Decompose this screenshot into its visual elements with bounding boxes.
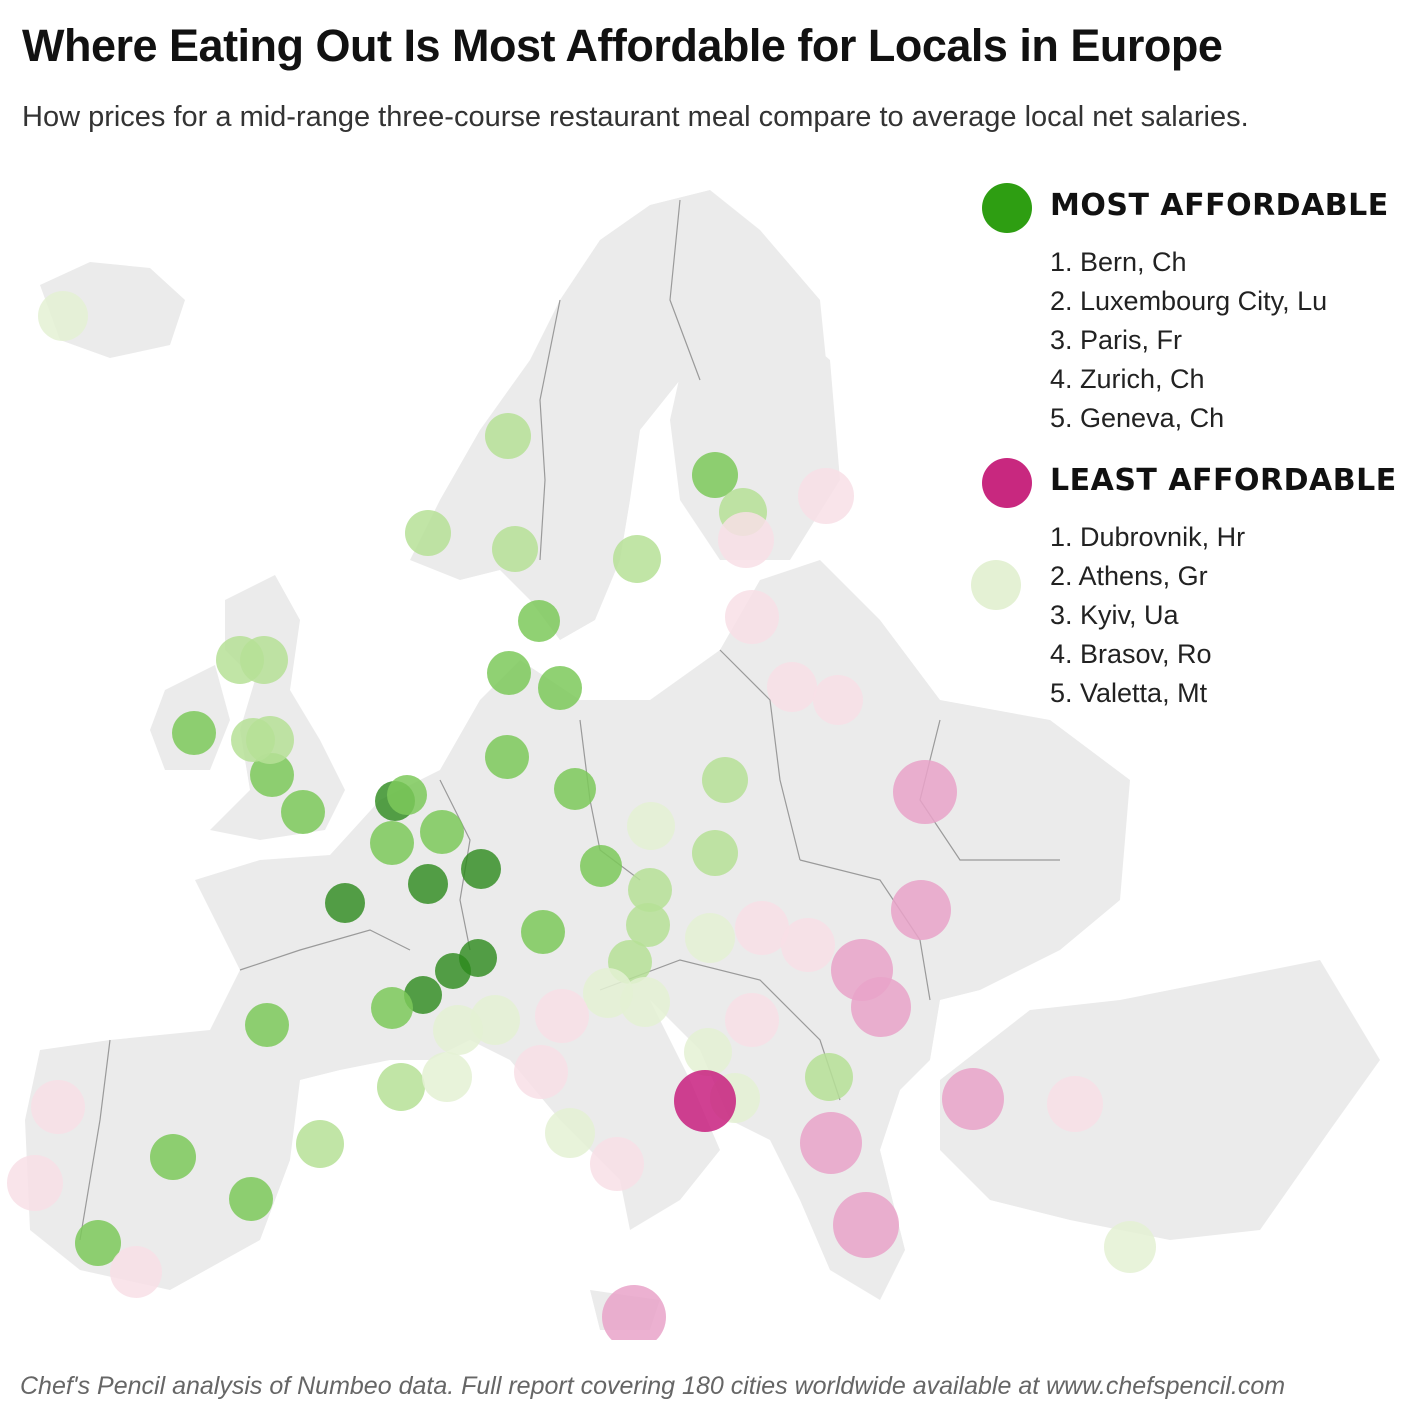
city-bubble [685, 913, 735, 963]
city-bubble [31, 1080, 85, 1134]
city-bubble [628, 868, 672, 912]
city-bubble [767, 662, 817, 712]
city-bubble [521, 910, 565, 954]
chart-title: Where Eating Out Is Most Affordable for … [22, 20, 1223, 71]
europe-map [7, 190, 1380, 1340]
city-bubble [627, 802, 675, 850]
city-bubble [674, 1070, 736, 1132]
most-affordable-list: 1. Bern, Ch 2. Luxembourg City, Lu 3. Pa… [1050, 243, 1327, 438]
list-item: 5. Geneva, Ch [1050, 403, 1225, 433]
city-bubble [150, 1134, 196, 1180]
city-bubble [485, 413, 531, 459]
city-bubble [387, 775, 427, 815]
city-bubble [420, 810, 464, 854]
city-bubble [422, 1052, 472, 1102]
list-item: 1. Bern, Ch [1050, 247, 1187, 277]
city-bubble [7, 1155, 63, 1211]
city-bubble [718, 512, 774, 568]
city-bubble [813, 675, 863, 725]
city-bubble [216, 636, 264, 684]
city-bubble [110, 1246, 162, 1298]
city-bubble [1047, 1076, 1103, 1132]
city-bubble [433, 1005, 483, 1055]
city-bubble [583, 968, 633, 1018]
city-bubble [514, 1045, 568, 1099]
city-bubble [893, 760, 957, 824]
city-bubble [684, 1028, 732, 1076]
city-bubble [891, 880, 951, 940]
chart-subtitle: How prices for a mid-range three-course … [22, 101, 1249, 133]
city-bubble [492, 526, 538, 572]
city-bubble [702, 757, 748, 803]
city-bubble [602, 1285, 666, 1340]
city-bubble [535, 989, 589, 1043]
city-bubble [325, 883, 365, 923]
city-bubble [798, 468, 854, 524]
city-bubble [692, 830, 738, 876]
city-bubble [38, 291, 88, 341]
most-affordable-heading: MOST AFFORDABLE [1050, 188, 1389, 223]
city-bubble [805, 1053, 853, 1101]
list-item: 4. Brasov, Ro [1050, 639, 1212, 669]
city-bubble [613, 535, 661, 583]
city-bubble [545, 1108, 595, 1158]
city-bubble [231, 718, 275, 762]
city-bubble [281, 790, 325, 834]
most-affordable-swatch [982, 183, 1032, 233]
city-bubble [487, 651, 531, 695]
city-bubble [725, 993, 779, 1047]
source-footer: Chef's Pencil analysis of Numbeo data. F… [20, 1372, 1286, 1400]
city-bubble [735, 901, 789, 955]
city-bubble [692, 452, 738, 498]
city-bubble [781, 918, 835, 972]
city-bubble [971, 560, 1021, 610]
city-bubble [250, 753, 294, 797]
city-bubble [580, 845, 622, 887]
city-bubble [800, 1112, 862, 1174]
city-bubble [371, 987, 413, 1029]
list-item: 3. Kyiv, Ua [1050, 600, 1179, 630]
city-bubble [245, 1003, 289, 1047]
city-bubble [554, 768, 596, 810]
city-bubble [408, 864, 448, 904]
least-affordable-heading: LEAST AFFORDABLE [1050, 463, 1397, 498]
city-bubble [229, 1177, 273, 1221]
list-item: 5. Valetta, Mt [1050, 678, 1208, 708]
city-bubble [626, 903, 670, 947]
city-bubble [1104, 1221, 1156, 1273]
list-item: 2. Luxembourg City, Lu [1050, 286, 1328, 316]
mainland [25, 560, 1130, 1300]
city-bubble [725, 590, 779, 644]
city-bubble [377, 1063, 425, 1111]
list-item: 4. Zurich, Ch [1050, 364, 1205, 394]
city-bubble [75, 1220, 121, 1266]
city-bubble [833, 1192, 899, 1258]
city-bubble [485, 735, 529, 779]
city-bubble [296, 1120, 344, 1168]
city-bubble [370, 821, 414, 865]
city-bubble [404, 976, 442, 1014]
list-item: 2. Athens, Gr [1050, 561, 1208, 591]
city-bubble [405, 510, 451, 556]
list-item: 1. Dubrovnik, Hr [1050, 522, 1246, 552]
city-bubble [538, 666, 582, 710]
least-affordable-list: 1. Dubrovnik, Hr 2. Athens, Gr 3. Kyiv, … [1050, 518, 1245, 713]
city-bubble [461, 849, 501, 889]
city-bubble [518, 600, 560, 642]
city-bubble [942, 1068, 1004, 1130]
turkey [940, 960, 1380, 1240]
city-bubble [172, 711, 216, 755]
list-item: 3. Paris, Fr [1050, 325, 1183, 355]
city-bubble [459, 939, 497, 977]
great-britain [210, 575, 345, 840]
city-bubble [851, 977, 911, 1037]
least-affordable-swatch [982, 458, 1032, 508]
city-bubble [590, 1137, 644, 1191]
